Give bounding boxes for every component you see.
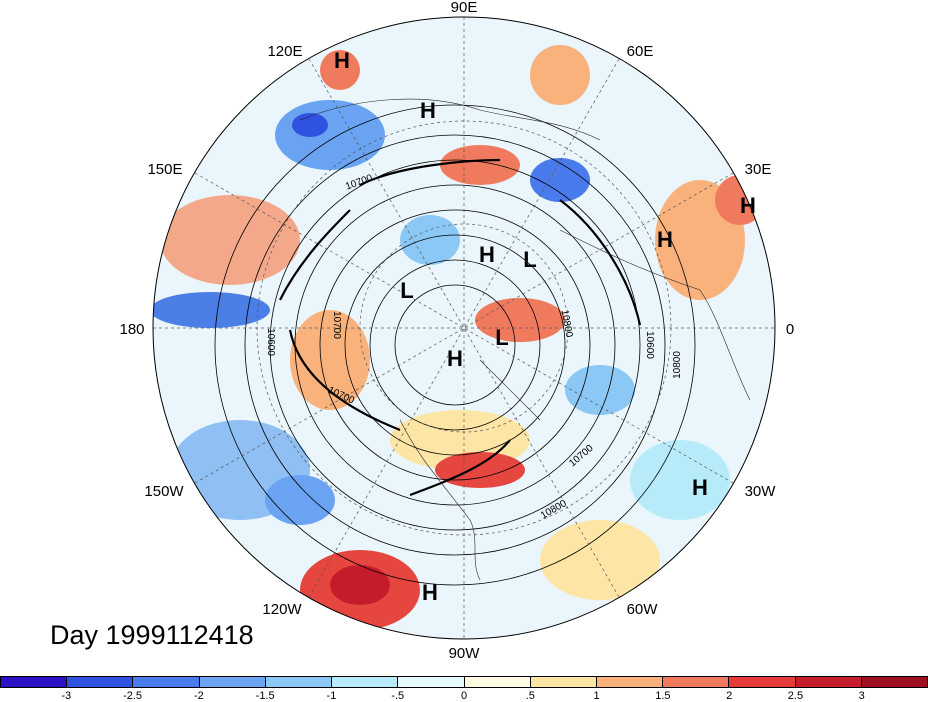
high-marker: H <box>447 346 463 371</box>
colorbar-tick-label: -.5 <box>391 690 405 702</box>
polar-map: 90E 60E 30E 0 30W 60W 90W 120W 150W 180 … <box>119 0 794 662</box>
high-marker: H <box>657 227 673 252</box>
colorbar-tick-label: 1 <box>593 690 600 702</box>
colorbar-segment <box>67 677 134 687</box>
lon-label-90e: 90E <box>451 0 478 16</box>
lon-label-30w: 30W <box>745 483 777 500</box>
lon-label-120e: 120E <box>267 43 302 60</box>
colorbar-segment <box>530 677 597 687</box>
contour-label: 10600 <box>265 328 276 356</box>
low-marker: L <box>495 325 508 350</box>
map-boundary <box>152 16 776 640</box>
high-marker: H <box>740 193 756 218</box>
colorbar-tick-label: -3 <box>61 690 72 702</box>
lon-label-30e: 30E <box>745 161 772 178</box>
lon-label-150e: 150E <box>147 161 182 178</box>
colorbar-segment <box>596 677 664 687</box>
coastlines <box>299 98 751 581</box>
colorbar-segment <box>398 677 465 687</box>
high-marker: H <box>422 580 438 605</box>
colorbar-segment <box>861 677 928 687</box>
contour-label: 10700 <box>331 311 342 339</box>
colorbar-tick-label: -2.5 <box>123 690 143 702</box>
colorbar-segment <box>464 677 531 687</box>
map-title: Day 1999112418 <box>50 620 254 650</box>
colorbar-labels: -3 -2.5 -2 -1.5 -1 -.5 0 .5 1 1.5 2 2.5 3 <box>0 690 928 702</box>
colorbar-tick-label: 3 <box>858 690 865 702</box>
grid-lines <box>153 17 775 639</box>
colorbar-tick-label: 2 <box>726 690 733 702</box>
colorbar-segment <box>1 677 68 687</box>
colorbar-tick-label: -1.5 <box>255 690 275 702</box>
colorbar-segment <box>332 677 399 687</box>
high-marker: H <box>334 48 350 73</box>
colorbar-segment <box>729 677 796 687</box>
lon-label-90w: 90W <box>449 645 481 662</box>
lon-label-60w: 60W <box>627 601 659 618</box>
low-marker: L <box>523 247 536 272</box>
colorbar-tick-label: 2.5 <box>787 690 804 702</box>
low-marker: L <box>400 278 413 303</box>
contour-label: 10800 <box>559 309 575 339</box>
high-marker: H <box>692 475 708 500</box>
colorbar-segment <box>199 677 266 687</box>
colorbar-segment <box>795 677 862 687</box>
colorbar-tick-label: -1 <box>326 690 337 702</box>
high-marker: H <box>479 242 495 267</box>
colorbar-segment <box>663 677 730 687</box>
colorbar-tick-label: -2 <box>193 690 204 702</box>
high-marker: H <box>420 98 436 123</box>
lon-label-120w: 120W <box>262 601 302 618</box>
colorbar <box>0 676 928 688</box>
colorbar-tick-label: .5 <box>525 690 535 702</box>
jet-contours <box>279 158 642 497</box>
colorbar-segment <box>133 677 200 687</box>
contour-label: 10800 <box>672 351 683 379</box>
lon-label-150w: 150W <box>144 483 184 500</box>
lon-label-0: 0 <box>786 321 794 338</box>
colorbar-tick-label: 1.5 <box>655 690 671 702</box>
colorbar-tick-label: 0 <box>460 690 468 702</box>
contour-label: 10600 <box>644 331 655 359</box>
lon-label-180: 180 <box>119 321 144 338</box>
colorbar-segment <box>265 677 333 687</box>
lon-label-60e: 60E <box>627 43 654 60</box>
